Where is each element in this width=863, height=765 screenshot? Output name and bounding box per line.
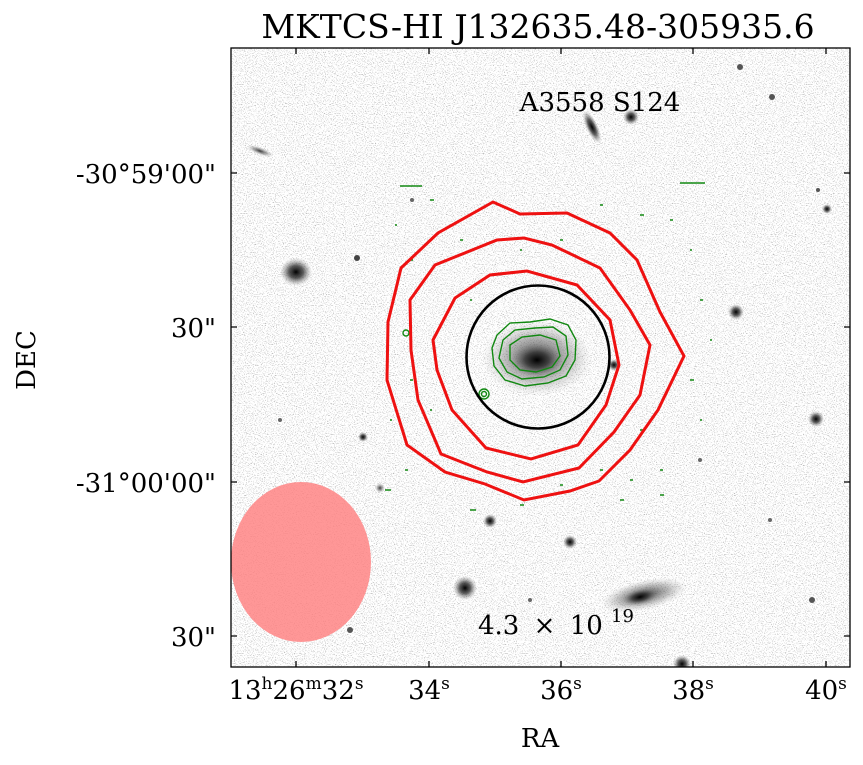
star — [278, 418, 282, 422]
star — [528, 598, 532, 602]
star — [698, 458, 702, 462]
star — [769, 94, 775, 100]
x-tick-labels: 13h26m32s 34s 36s 38s 40s — [228, 674, 846, 706]
star — [809, 597, 815, 603]
field-galaxy-core — [622, 588, 658, 606]
star — [410, 198, 414, 202]
star — [822, 204, 832, 214]
y-tick-labels: -30°59'00" 30" -31°00'00" 30" — [76, 160, 216, 653]
x-tick-label: 34s — [408, 674, 450, 706]
star — [768, 518, 772, 522]
contour-level-times: × — [534, 611, 556, 641]
hi-contours — [385, 200, 686, 502]
galaxy-label: A3558 S124 — [519, 88, 681, 118]
hi-contour-2 — [408, 236, 652, 484]
x-axis-label: RA — [521, 724, 561, 754]
field-galaxy — [280, 258, 312, 286]
star — [563, 535, 577, 549]
star — [623, 109, 639, 125]
x-tick-label: 40s — [805, 674, 847, 706]
star — [483, 514, 497, 528]
star — [347, 627, 353, 633]
star — [354, 255, 360, 261]
hi-contour-outer — [385, 200, 686, 502]
plot-area: A3558 S124 4.3 × 10 19 — [231, 48, 850, 667]
x-tick-label: 36s — [540, 674, 582, 706]
axis-ticks — [231, 48, 850, 667]
contour-level-exponent: 19 — [611, 606, 634, 627]
hi-contour-3 — [431, 269, 621, 461]
y-tick-label: 30" — [171, 623, 216, 653]
contour-level-base: 10 — [570, 611, 603, 641]
star — [673, 655, 691, 667]
star — [358, 432, 368, 442]
star — [453, 576, 477, 600]
contour-level-annotation: 4.3 × 10 19 — [478, 606, 634, 641]
optical-sources — [246, 64, 832, 667]
star — [728, 304, 744, 320]
field-galaxy — [582, 110, 602, 144]
y-tick-label: 30" — [171, 314, 216, 344]
x-tick-label: 38s — [672, 674, 714, 706]
field-galaxy — [246, 144, 274, 158]
target-galaxy-core — [511, 343, 563, 377]
aperture-circle — [465, 284, 611, 430]
y-tick-label: -30°59'00" — [76, 160, 216, 190]
beam-ellipse — [231, 482, 371, 642]
star — [737, 64, 743, 70]
x-tick-label: 13h26m32s — [228, 674, 363, 706]
figure-title: MKTCS-HI J132635.48-305935.6 — [261, 7, 814, 46]
y-axis-label: DEC — [12, 330, 42, 390]
star — [808, 411, 824, 427]
plot-frame — [230, 47, 851, 668]
contour-level-mantissa: 4.3 — [478, 611, 519, 641]
y-tick-label: -31°00'00" — [76, 469, 216, 499]
optical-contours — [402, 318, 577, 400]
star — [375, 483, 385, 493]
star — [816, 188, 820, 192]
